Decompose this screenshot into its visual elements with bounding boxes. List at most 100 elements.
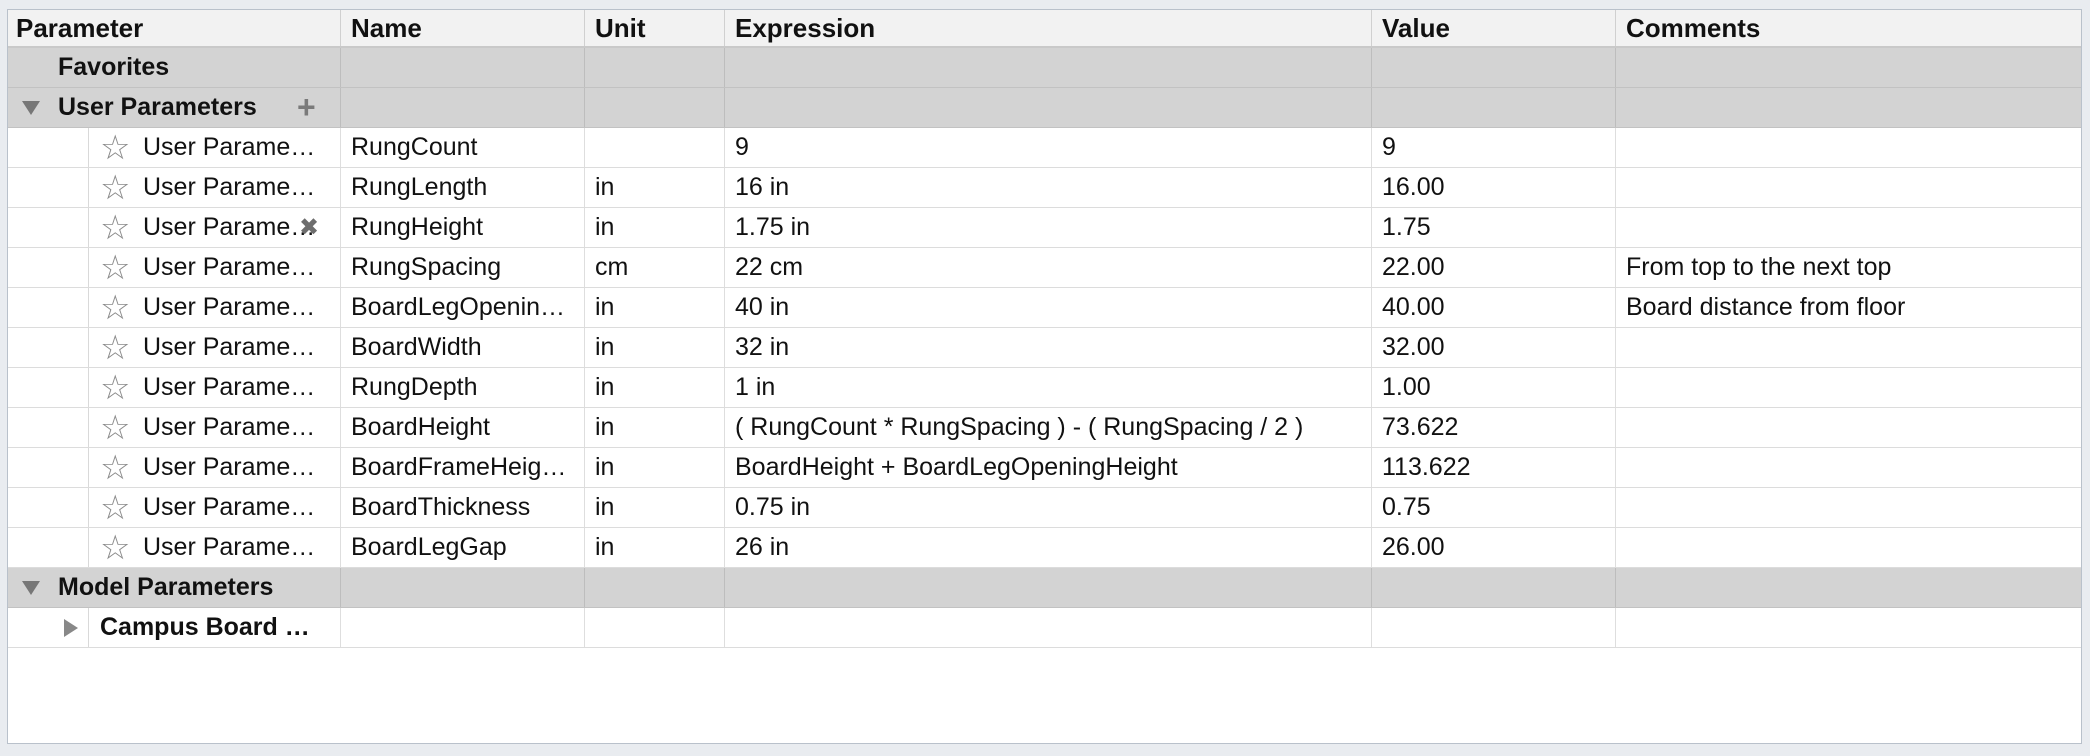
row-expression[interactable]: BoardHeight + BoardLegOpeningHeight	[725, 448, 1372, 487]
row-unit[interactable]: in	[585, 408, 725, 447]
group-label-user-parameters: User Parameters	[58, 93, 257, 121]
column-header-comments[interactable]: Comments	[1626, 12, 1761, 43]
table-row[interactable]: ☆ User Parame… RungCount 9 9	[8, 128, 2081, 168]
row-expression[interactable]: 9	[725, 128, 1372, 167]
parameters-table: Parameter Name Unit Expression Value Com…	[8, 10, 2081, 648]
table-row[interactable]: ☆ User Parame… ✖ RungHeight in 1.75 in 1.7…	[8, 208, 2081, 248]
column-header-unit[interactable]: Unit	[585, 10, 725, 46]
row-value: 113.622	[1372, 448, 1616, 487]
column-header-name[interactable]: Name	[341, 10, 585, 46]
row-name[interactable]: RungHeight	[341, 208, 585, 247]
row-unit[interactable]: in	[585, 528, 725, 567]
row-unit[interactable]: in	[585, 328, 725, 367]
disclosure-triangle-collapsed-icon[interactable]	[64, 618, 78, 637]
row-parameter-label: User Parame…	[143, 133, 316, 161]
row-name[interactable]: BoardLegOpenin…	[341, 288, 585, 327]
favorite-star-icon[interactable]: ☆	[100, 288, 131, 327]
table-row[interactable]: ☆ User Parame… RungSpacing cm 22 cm 22.00…	[8, 248, 2081, 288]
row-value: 26.00	[1372, 528, 1616, 567]
group-label-favorites: Favorites	[58, 53, 170, 81]
row-unit[interactable]: cm	[585, 248, 725, 287]
row-comments[interactable]: Board distance from floor	[1626, 293, 1906, 321]
row-parameter-label: User Parame…	[143, 173, 316, 201]
table-row[interactable]: ☆ User Parame… BoardHeight in ( RungCount…	[8, 408, 2081, 448]
row-value: 22.00	[1372, 248, 1616, 287]
group-row-favorites[interactable]: Favorites	[8, 48, 2081, 88]
row-comments[interactable]	[1616, 168, 2081, 207]
add-parameter-icon[interactable]: +	[297, 89, 316, 125]
row-comments[interactable]	[1616, 328, 2081, 367]
table-row-model-child[interactable]: Campus Board …	[8, 608, 2081, 648]
row-comments[interactable]	[1616, 368, 2081, 407]
row-value: 9	[1372, 128, 1616, 167]
row-unit[interactable]: in	[585, 368, 725, 407]
row-expression[interactable]: 22 cm	[725, 248, 1372, 287]
favorite-star-icon[interactable]: ☆	[100, 208, 131, 247]
row-comments[interactable]: From top to the next top	[1626, 253, 1892, 281]
row-parameter-label: User Parame…	[143, 293, 316, 321]
table-row[interactable]: ☆ User Parame… BoardWidth in 32 in 32.00	[8, 328, 2081, 368]
row-parameter-label: User Parame…	[143, 333, 316, 361]
row-name[interactable]: BoardThickness	[341, 488, 585, 527]
row-comments[interactable]	[1616, 408, 2081, 447]
row-name[interactable]: BoardWidth	[341, 328, 585, 367]
favorite-star-icon[interactable]: ☆	[100, 488, 131, 527]
row-expression[interactable]: ( RungCount * RungSpacing ) - ( RungSpac…	[725, 408, 1372, 447]
row-name[interactable]: RungDepth	[341, 368, 585, 407]
group-row-model-parameters[interactable]: Model Parameters	[8, 568, 2081, 608]
row-name[interactable]: RungSpacing	[341, 248, 585, 287]
favorite-star-icon[interactable]: ☆	[100, 128, 131, 167]
favorite-star-icon[interactable]: ☆	[100, 448, 131, 487]
row-unit[interactable]: in	[585, 168, 725, 207]
row-comments[interactable]	[1616, 528, 2081, 567]
column-header-parameter[interactable]: Parameter	[8, 10, 341, 46]
row-name[interactable]: BoardHeight	[341, 408, 585, 447]
row-expression[interactable]: 32 in	[725, 328, 1372, 367]
group-row-user-parameters[interactable]: User Parameters +	[8, 88, 2081, 128]
row-value: 40.00	[1372, 288, 1616, 327]
favorite-star-icon[interactable]: ☆	[100, 328, 131, 367]
delete-parameter-icon[interactable]: ✖	[299, 214, 320, 241]
parameters-window: Parameter Name Unit Expression Value Com…	[7, 9, 2082, 744]
row-name[interactable]: RungCount	[341, 128, 585, 167]
row-expression[interactable]: 1.75 in	[725, 208, 1372, 247]
row-unit[interactable]: in	[585, 488, 725, 527]
row-unit[interactable]: in	[585, 448, 725, 487]
row-comments[interactable]	[1616, 208, 2081, 247]
row-unit[interactable]: in	[585, 288, 725, 327]
column-header-expression[interactable]: Expression	[725, 10, 1372, 46]
table-row[interactable]: ☆ User Parame… RungLength in 16 in 16.00	[8, 168, 2081, 208]
table-row[interactable]: ☆ User Parame… BoardFrameHeig… in BoardHe…	[8, 448, 2081, 488]
favorite-star-icon[interactable]: ☆	[100, 248, 131, 287]
row-comments[interactable]	[1616, 128, 2081, 167]
favorite-star-icon[interactable]: ☆	[100, 408, 131, 447]
row-expression[interactable]: 0.75 in	[725, 488, 1372, 527]
row-name[interactable]: RungLength	[341, 168, 585, 207]
disclosure-triangle-expanded-icon[interactable]	[22, 100, 40, 115]
row-expression[interactable]: 40 in	[725, 288, 1372, 327]
row-parameter-label: User Parame…	[143, 213, 316, 241]
disclosure-triangle-expanded-icon[interactable]	[22, 580, 40, 595]
row-name[interactable]: BoardFrameHeig…	[341, 448, 585, 487]
table-row[interactable]: ☆ User Parame… BoardLegGap in 26 in 26.00	[8, 528, 2081, 568]
table-row[interactable]: ☆ User Parame… BoardThickness in 0.75 in …	[8, 488, 2081, 528]
table-header: Parameter Name Unit Expression Value Com…	[8, 10, 2081, 48]
row-expression[interactable]: 16 in	[725, 168, 1372, 207]
row-name[interactable]: BoardLegGap	[341, 528, 585, 567]
favorite-star-icon[interactable]: ☆	[100, 168, 131, 207]
row-comments[interactable]	[1616, 488, 2081, 527]
table-row[interactable]: ☆ User Parame… RungDepth in 1 in 1.00	[8, 368, 2081, 408]
favorite-star-icon[interactable]: ☆	[100, 528, 131, 567]
row-unit[interactable]	[585, 128, 725, 167]
column-header-value[interactable]: Value	[1372, 10, 1616, 46]
row-comments[interactable]	[1616, 448, 2081, 487]
favorite-star-icon[interactable]: ☆	[100, 368, 131, 407]
row-expression[interactable]: 26 in	[725, 528, 1372, 567]
row-parameter-label: User Parame…	[143, 533, 316, 561]
row-unit[interactable]: in	[585, 208, 725, 247]
row-parameter-label: User Parame…	[143, 453, 316, 481]
group-label-model-parameters: Model Parameters	[58, 573, 274, 601]
row-parameter-label: User Parame…	[143, 413, 316, 441]
table-row[interactable]: ☆ User Parame… BoardLegOpenin… in 40 in 4…	[8, 288, 2081, 328]
row-expression[interactable]: 1 in	[725, 368, 1372, 407]
